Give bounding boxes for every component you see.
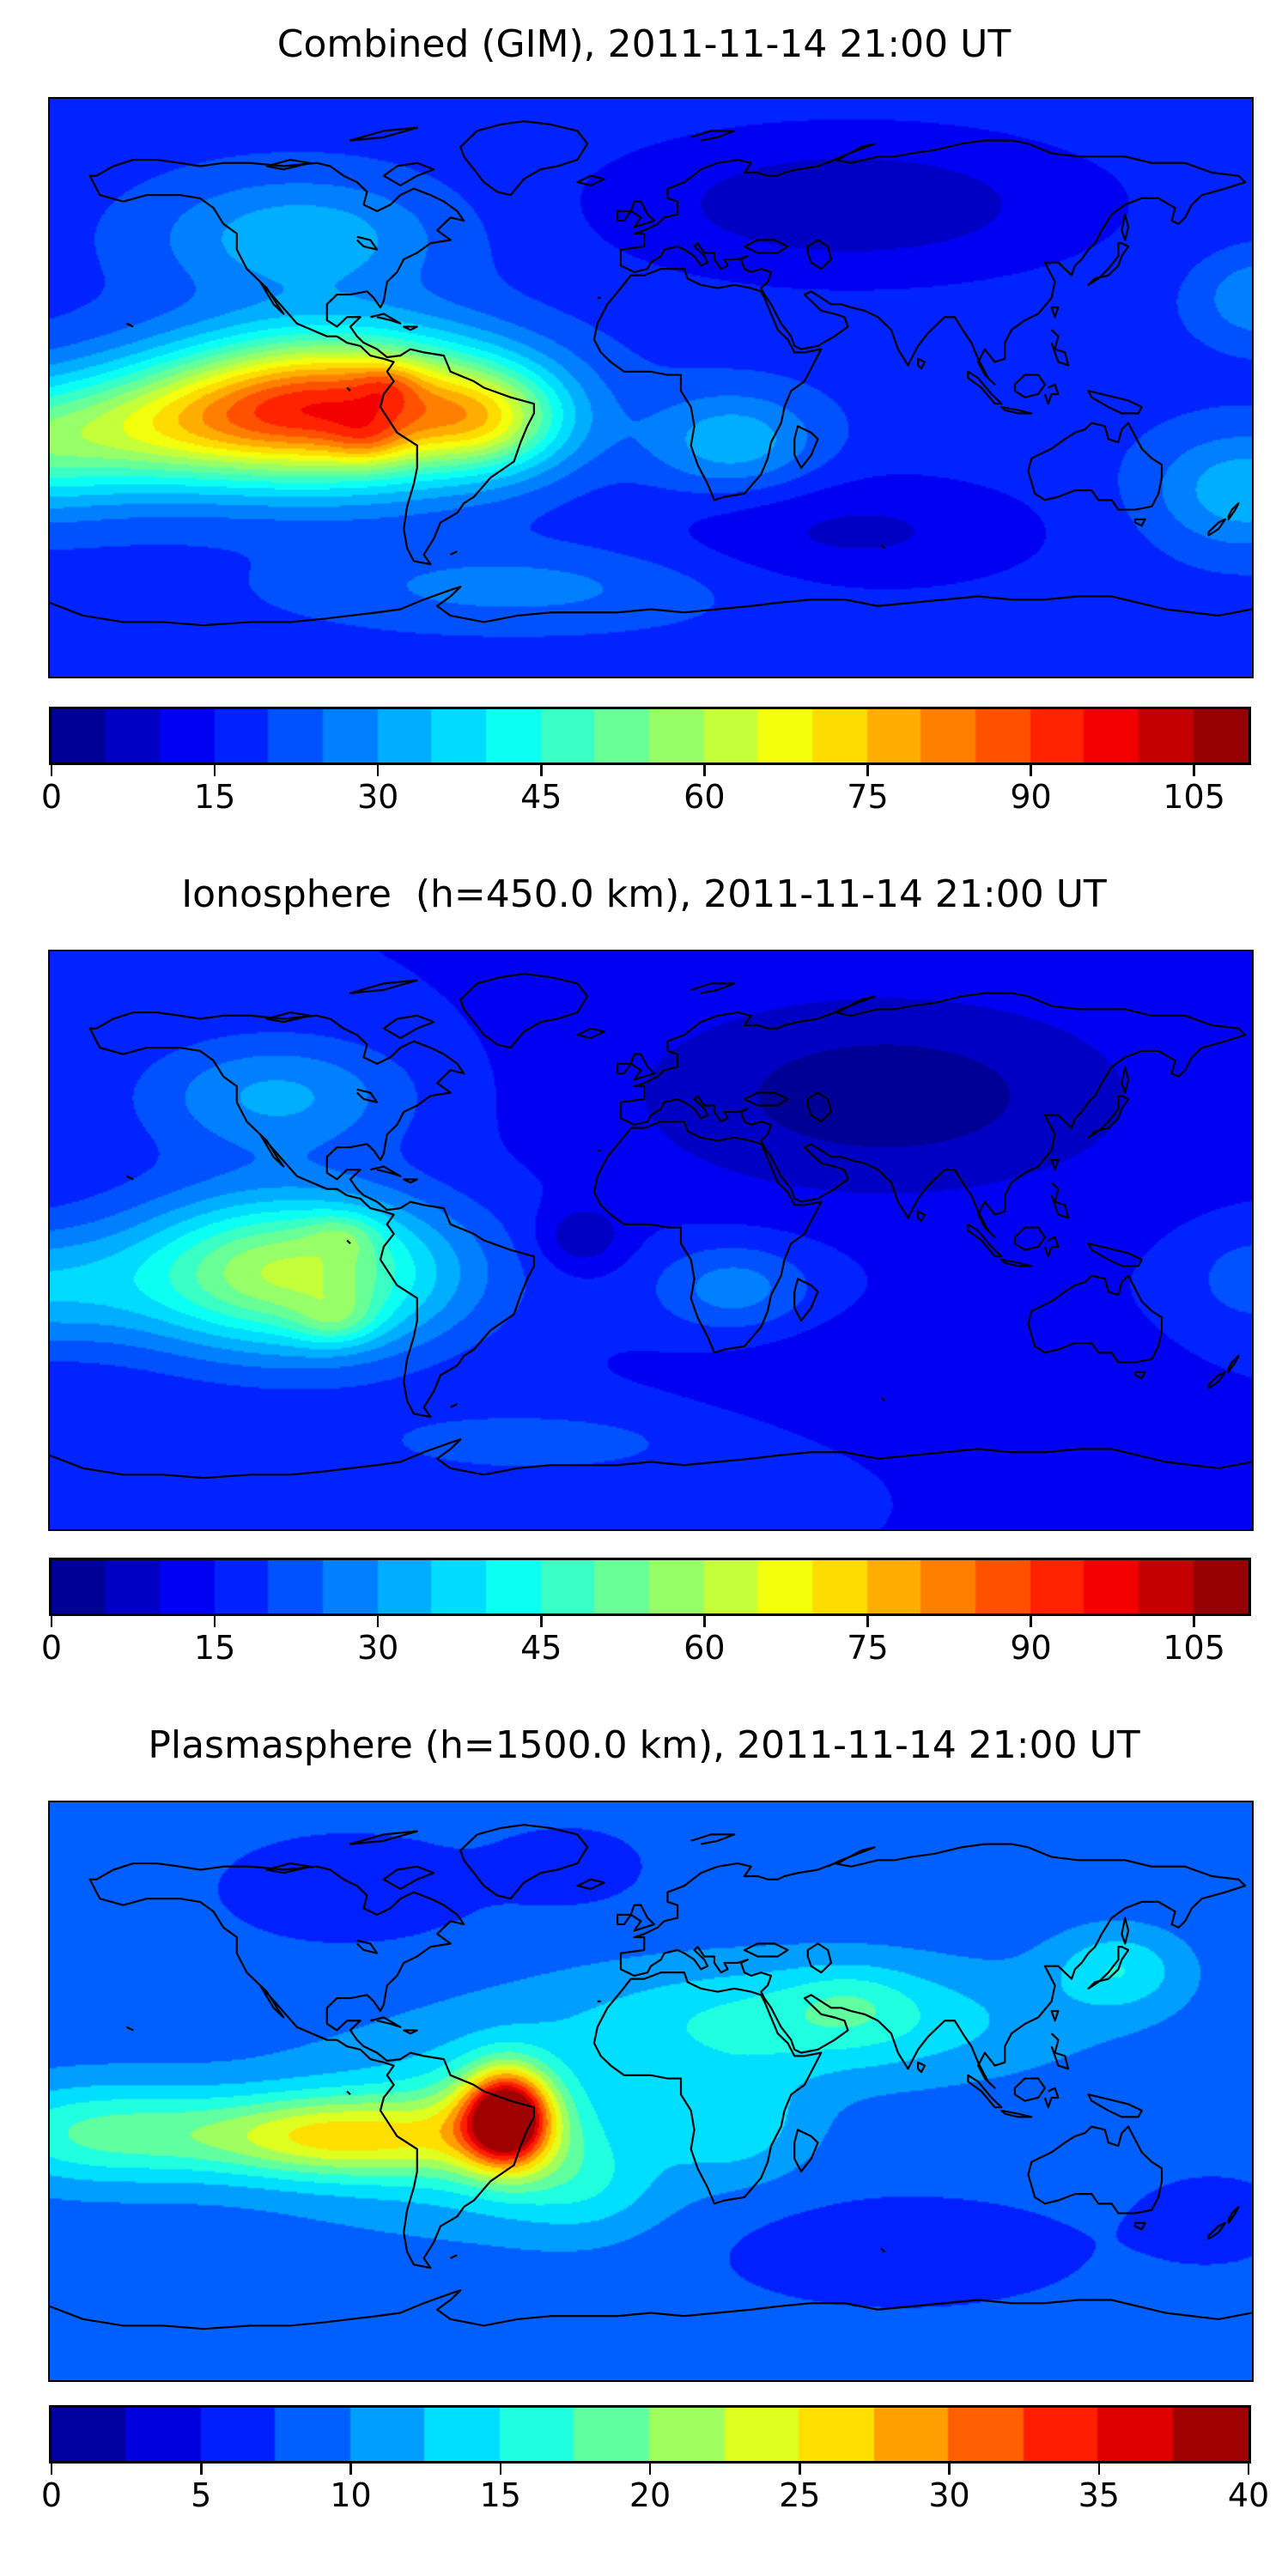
coastlines-svg bbox=[50, 1802, 1252, 2380]
colorbar-ticks-plasmasphere: 0 5 10 15 20 25 30 35 40 bbox=[41, 2464, 1269, 2524]
colorbar-tick bbox=[866, 765, 869, 776]
colorbar-tick-label: 40 bbox=[1227, 2476, 1270, 2514]
colorbar-tick bbox=[213, 1616, 216, 1627]
colorbar-tick-label: 75 bbox=[847, 778, 889, 816]
map-plasmasphere bbox=[48, 1801, 1254, 2382]
colorbar-tick-label: 0 bbox=[40, 2476, 63, 2514]
colorbar-tick bbox=[1030, 1616, 1032, 1627]
coastlines-svg bbox=[50, 99, 1252, 677]
colorbar-ticks-ionosphere: 0 15 30 45 60 75 90 105 bbox=[41, 1616, 1249, 1676]
colorbar-tick bbox=[50, 765, 53, 776]
colorbar-tick-label: 30 bbox=[356, 1629, 399, 1667]
panel-title-plasmasphere: Plasmasphere (h=1500.0 km), 2011-11-14 2… bbox=[148, 1723, 1140, 1767]
colorbar-plasmasphere bbox=[49, 2405, 1251, 2464]
colorbar-tick bbox=[1193, 1616, 1195, 1627]
map-ionosphere bbox=[48, 950, 1254, 1531]
colorbar-tick bbox=[1030, 765, 1032, 776]
colorbar-tick bbox=[948, 2464, 951, 2475]
colorbar-tick bbox=[499, 2464, 501, 2475]
colorbar-tick-label: 45 bbox=[520, 1629, 562, 1667]
colorbar-tick bbox=[50, 2464, 53, 2475]
colorbar-tick bbox=[799, 2464, 801, 2475]
colorbar-tick-label: 90 bbox=[1010, 778, 1052, 816]
colorbar-tick bbox=[866, 1616, 869, 1627]
colorbar-tick bbox=[213, 765, 216, 776]
colorbar-tick bbox=[1247, 2464, 1250, 2475]
colorbar-tick-label: 105 bbox=[1163, 778, 1225, 816]
colorbar-tick bbox=[540, 765, 543, 776]
colorbar-tick-label: 60 bbox=[683, 778, 726, 816]
colorbar-tick-label: 60 bbox=[683, 1629, 726, 1667]
panel-title-combined: Combined (GIM), 2011-11-14 21:00 UT bbox=[276, 22, 1012, 66]
tec-field-canvas bbox=[50, 1802, 1252, 2380]
colorbar-tick-label: 75 bbox=[847, 1629, 889, 1667]
colorbar-tick-label: 10 bbox=[330, 2476, 372, 2514]
colorbar-tick bbox=[349, 2464, 352, 2475]
colorbar-ticks-combined: 0 15 30 45 60 75 90 105 bbox=[41, 765, 1249, 825]
colorbar-tick-label: 30 bbox=[928, 2476, 970, 2514]
colorbar-tick bbox=[648, 2464, 652, 2475]
colorbar-tick-label: 105 bbox=[1163, 1629, 1225, 1667]
colorbar-tick bbox=[1193, 765, 1195, 776]
colorbar-tick-label: 0 bbox=[40, 778, 63, 816]
tec-field-canvas bbox=[50, 951, 1252, 1529]
colorbar-tick bbox=[703, 765, 706, 776]
colorbar-canvas bbox=[52, 709, 1249, 762]
colorbar-combined bbox=[49, 707, 1251, 765]
colorbar-tick-label: 90 bbox=[1010, 1629, 1052, 1667]
colorbar-canvas bbox=[52, 2408, 1249, 2461]
map-combined bbox=[48, 97, 1254, 678]
colorbar-tick-label: 30 bbox=[356, 778, 399, 816]
colorbar-tick bbox=[376, 765, 380, 776]
colorbar-ionosphere bbox=[49, 1558, 1251, 1616]
tec-field-canvas bbox=[50, 99, 1252, 677]
colorbar-tick bbox=[1097, 2464, 1100, 2475]
colorbar-tick-label: 5 bbox=[191, 2476, 212, 2514]
colorbar-tick-label: 45 bbox=[520, 778, 562, 816]
colorbar-tick bbox=[703, 1616, 706, 1627]
colorbar-tick-label: 15 bbox=[193, 1629, 236, 1667]
colorbar-tick-label: 15 bbox=[479, 2476, 521, 2514]
coastlines-svg bbox=[50, 951, 1252, 1529]
colorbar-tick bbox=[200, 2464, 203, 2475]
colorbar-tick-label: 20 bbox=[629, 2476, 671, 2514]
colorbar-tick-label: 15 bbox=[193, 778, 236, 816]
colorbar-tick bbox=[540, 1616, 543, 1627]
colorbar-tick bbox=[376, 1616, 380, 1627]
colorbar-tick-label: 25 bbox=[779, 2476, 821, 2514]
colorbar-tick bbox=[50, 1616, 53, 1627]
colorbar-tick-label: 0 bbox=[40, 1629, 63, 1667]
colorbar-canvas bbox=[52, 1560, 1249, 1613]
panel-title-ionosphere: Ionosphere (h=450.0 km), 2011-11-14 21:0… bbox=[181, 872, 1107, 916]
colorbar-tick-label: 35 bbox=[1078, 2476, 1120, 2514]
